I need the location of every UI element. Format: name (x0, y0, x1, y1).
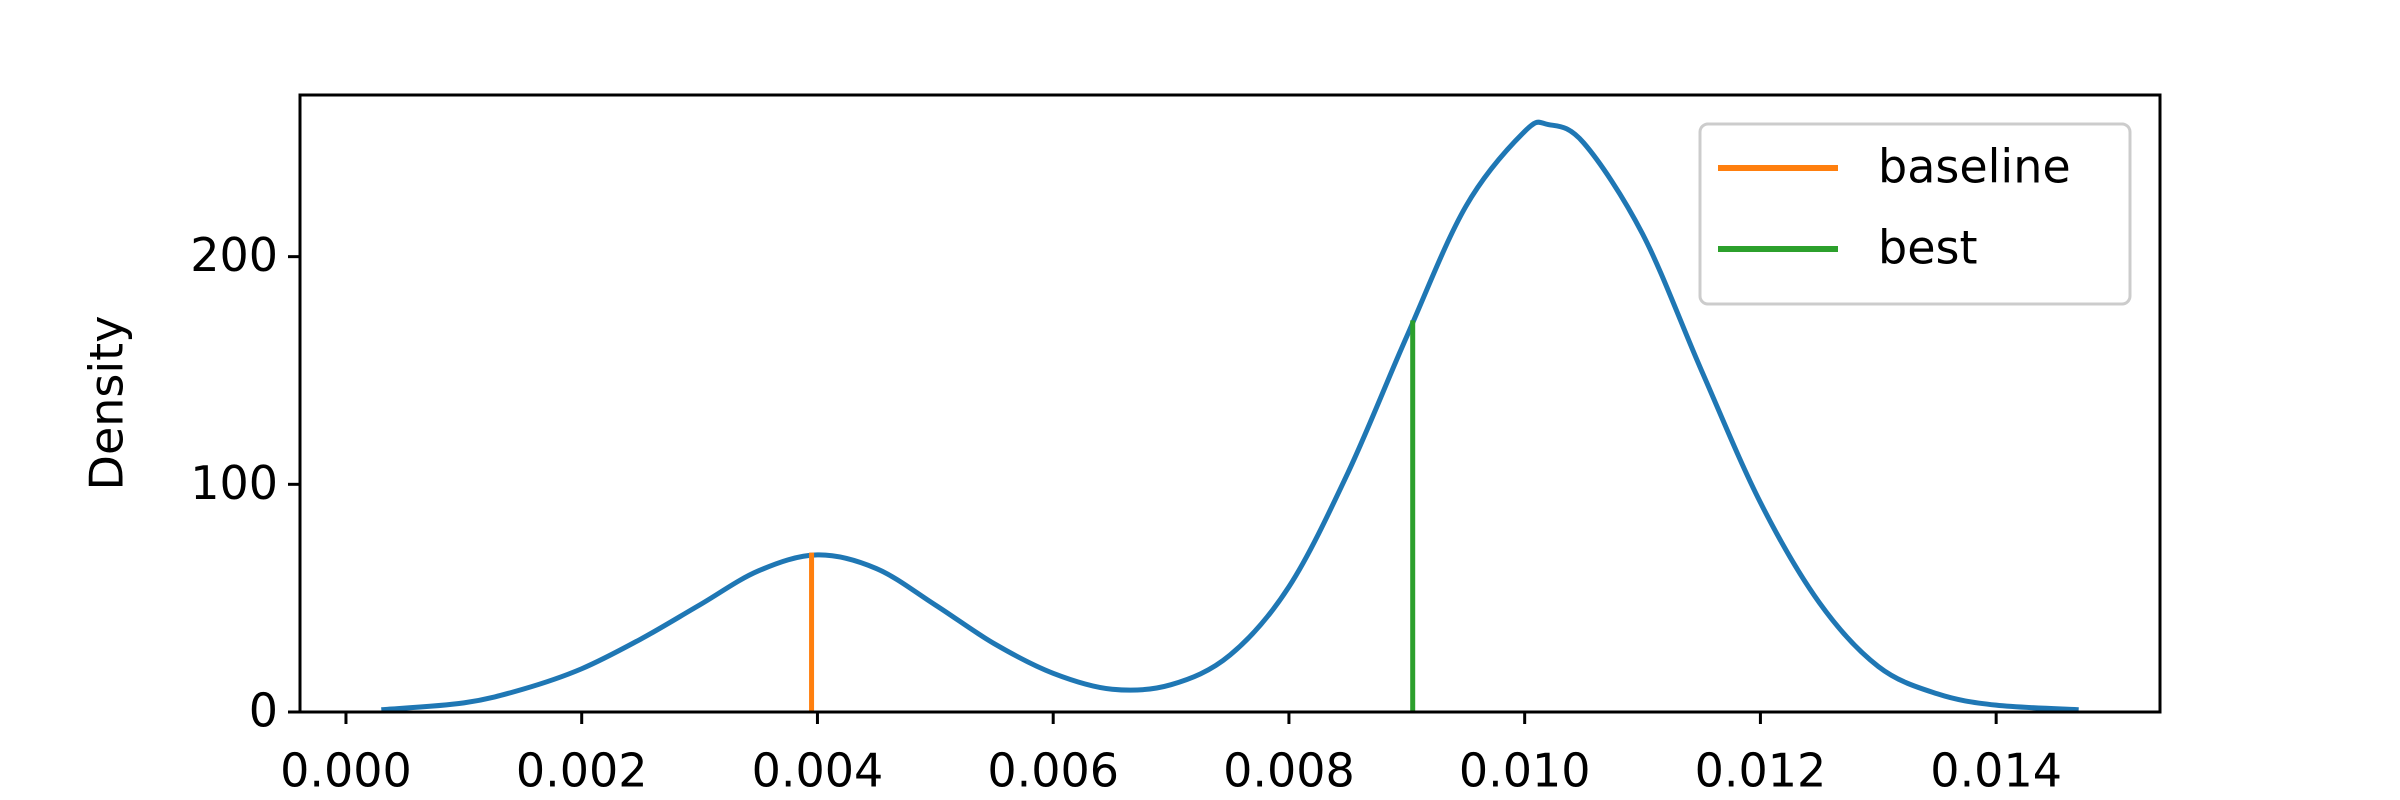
legend-label: baseline (1878, 140, 2071, 194)
y-axis-label: Density (80, 316, 134, 491)
y-tick-label: 0 (249, 684, 278, 738)
legend-label: best (1878, 221, 1978, 275)
x-tick-label: 0.004 (752, 744, 884, 798)
x-tick-label: 0.002 (516, 744, 648, 798)
x-tick-label: 0.012 (1695, 744, 1827, 798)
x-tick-label: 0.010 (1459, 744, 1591, 798)
y-tick-label: 200 (190, 228, 278, 282)
axes-frame (298, 93, 2162, 714)
x-tick-label: 0.008 (1223, 744, 1355, 798)
x-tick-label: 0.000 (280, 744, 412, 798)
x-tick-label: 0.006 (987, 744, 1119, 798)
density-line (381, 119, 2079, 713)
y-tick-label: 100 (190, 456, 278, 510)
x-tick-label: 0.014 (1930, 744, 2062, 798)
